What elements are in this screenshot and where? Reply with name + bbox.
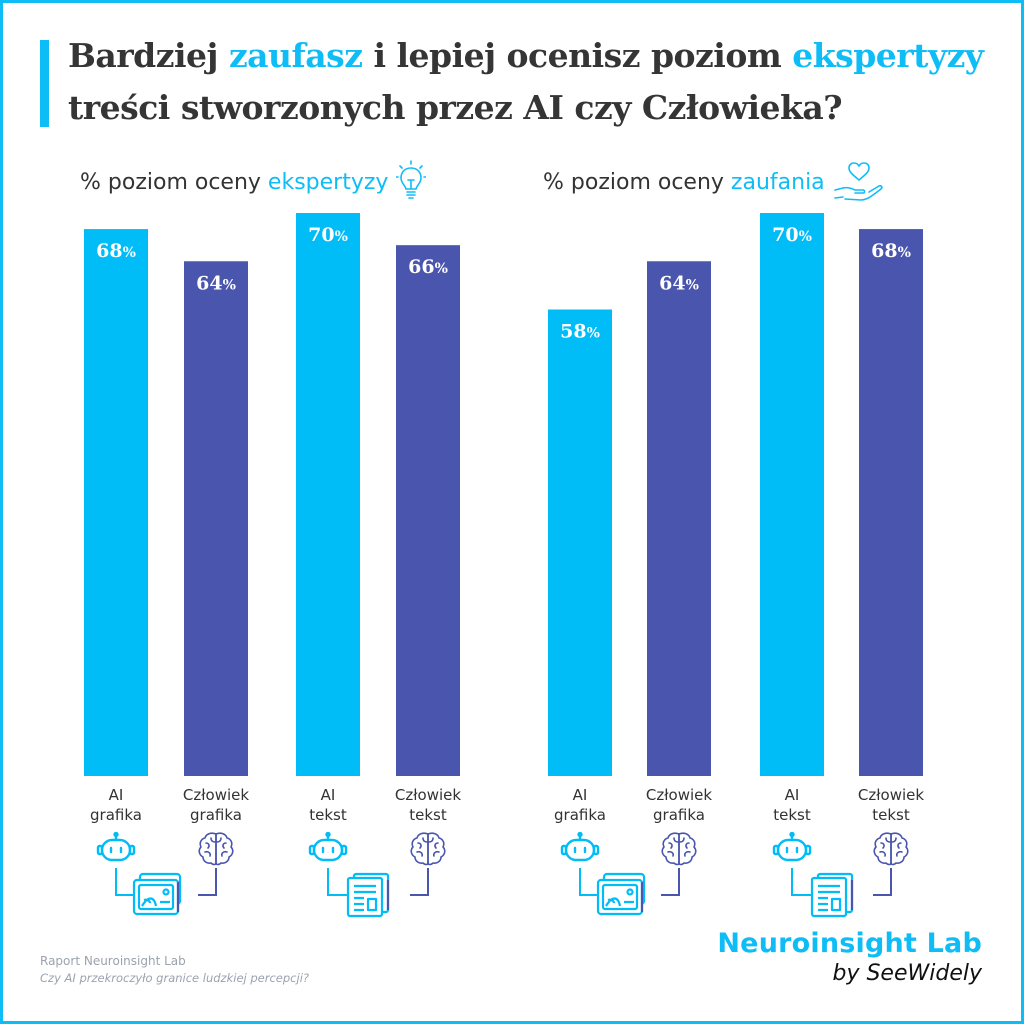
- title-text: i lepiej ocenisz poziom: [362, 36, 793, 75]
- category-label: AI: [321, 786, 336, 804]
- category-label: Człowiek: [646, 786, 712, 804]
- image-document-icon: [590, 872, 654, 923]
- category-label: Człowiek: [183, 786, 249, 804]
- bar-trust-3: [760, 213, 824, 776]
- bar-value-label: 64%: [196, 272, 236, 294]
- robot-icon: [772, 831, 812, 871]
- heart-hand-icon: [833, 162, 883, 201]
- bar-trust-4: [859, 229, 923, 777]
- bar-value-label: 70%: [308, 224, 348, 246]
- category-label: tekst: [409, 806, 447, 824]
- robot-icon: [96, 831, 136, 871]
- bar-value-label: 70%: [772, 224, 812, 246]
- panel-title-prefix: % poziom oceny: [543, 169, 731, 195]
- robot-icon: [308, 831, 348, 871]
- footer-report-name: Raport Neuroinsight Lab: [40, 954, 186, 968]
- title-line-2: treści stworzonych przez AI czy Człowiek…: [68, 88, 843, 127]
- bar-value-label: 58%: [560, 321, 600, 343]
- category-label: AI: [785, 786, 800, 804]
- footer-source: Raport Neuroinsight Lab Czy AI przekrocz…: [40, 954, 309, 985]
- image-document-icon: [126, 872, 190, 923]
- panel-title-highlight: zaufania: [730, 169, 825, 195]
- title-highlight-trust: zaufasz: [228, 36, 363, 75]
- category-label: tekst: [309, 806, 347, 824]
- panel-title-expertise: % poziom oceny ekspertyzy: [80, 160, 427, 204]
- category-label: grafika: [653, 806, 705, 824]
- brand-by-line: by SeeWidely: [832, 961, 982, 986]
- bar-value-label: 66%: [408, 256, 448, 278]
- brand-name: Neuroinsight Lab: [717, 928, 982, 959]
- text-document-icon: [802, 872, 862, 923]
- title-text: Bardziej: [68, 36, 229, 75]
- brain-icon: [659, 830, 699, 873]
- bar-expertise-2: [184, 261, 248, 776]
- bar-expertise-1: [84, 229, 148, 777]
- category-label: tekst: [773, 806, 811, 824]
- bar-value-label: 64%: [659, 272, 699, 294]
- brain-icon: [871, 830, 911, 873]
- category-label: grafika: [554, 806, 606, 824]
- text-document-icon: [338, 872, 398, 923]
- bar-expertise-3: [296, 213, 360, 776]
- brain-icon: [408, 830, 448, 873]
- category-label: grafika: [190, 806, 242, 824]
- bar-trust-2: [647, 261, 711, 776]
- title-accent-bar: [40, 40, 49, 127]
- bar-trust-1: [548, 309, 612, 776]
- panel-title-trust: % poziom oceny zaufania: [543, 160, 885, 204]
- category-label: AI: [109, 786, 124, 804]
- brain-icon: [196, 830, 236, 873]
- title-highlight-expertise: ekspertyzy: [792, 36, 984, 75]
- panel-title-highlight: ekspertyzy: [267, 169, 389, 195]
- lightbulb-icon: [396, 160, 427, 199]
- footer-report-subtitle: Czy AI przekroczyło granice ludzkiej per…: [40, 971, 309, 985]
- category-label: Człowiek: [395, 786, 461, 804]
- page-title: Bardziej zaufasz i lepiej ocenisz poziom…: [68, 30, 1008, 134]
- bar-value-label: 68%: [96, 240, 136, 262]
- panel-title-prefix: % poziom oceny: [80, 169, 268, 195]
- category-label: AI: [573, 786, 588, 804]
- brand-logo: Neuroinsight Lab by SeeWidely: [717, 928, 982, 986]
- robot-icon: [560, 831, 600, 871]
- category-label: Człowiek: [858, 786, 924, 804]
- bar-value-label: 68%: [871, 240, 911, 262]
- category-label: tekst: [872, 806, 910, 824]
- category-label: grafika: [90, 806, 142, 824]
- bar-expertise-4: [396, 245, 460, 776]
